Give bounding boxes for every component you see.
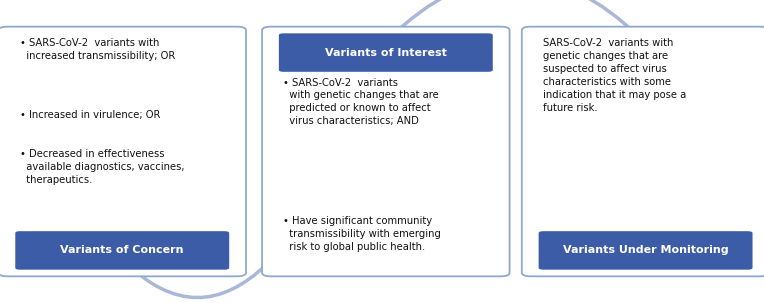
Text: • SARS-CoV-2  variants with
  increased transmissibility; OR: • SARS-CoV-2 variants with increased tra… bbox=[20, 38, 175, 61]
Text: Variants Under Monitoring: Variants Under Monitoring bbox=[563, 245, 728, 255]
FancyBboxPatch shape bbox=[279, 33, 493, 72]
Text: Variants of Concern: Variants of Concern bbox=[60, 245, 184, 255]
Text: • Decreased in effectiveness
  available diagnostics, vaccines,
  therapeutics.: • Decreased in effectiveness available d… bbox=[20, 149, 184, 185]
Text: • Increased in virulence; OR: • Increased in virulence; OR bbox=[20, 110, 160, 120]
Text: • Have significant community
  transmissibility with emerging
  risk to global p: • Have significant community transmissib… bbox=[283, 216, 442, 251]
FancyBboxPatch shape bbox=[539, 231, 753, 270]
FancyBboxPatch shape bbox=[522, 27, 764, 276]
Text: • SARS-CoV-2  variants
  with genetic changes that are
  predicted or known to a: • SARS-CoV-2 variants with genetic chang… bbox=[283, 78, 439, 126]
Text: Variants of Interest: Variants of Interest bbox=[325, 48, 447, 58]
Text: SARS-CoV-2  variants with
genetic changes that are
suspected to affect virus
cha: SARS-CoV-2 variants with genetic changes… bbox=[543, 38, 686, 113]
FancyBboxPatch shape bbox=[0, 27, 246, 276]
FancyBboxPatch shape bbox=[262, 27, 510, 276]
FancyBboxPatch shape bbox=[15, 231, 229, 270]
